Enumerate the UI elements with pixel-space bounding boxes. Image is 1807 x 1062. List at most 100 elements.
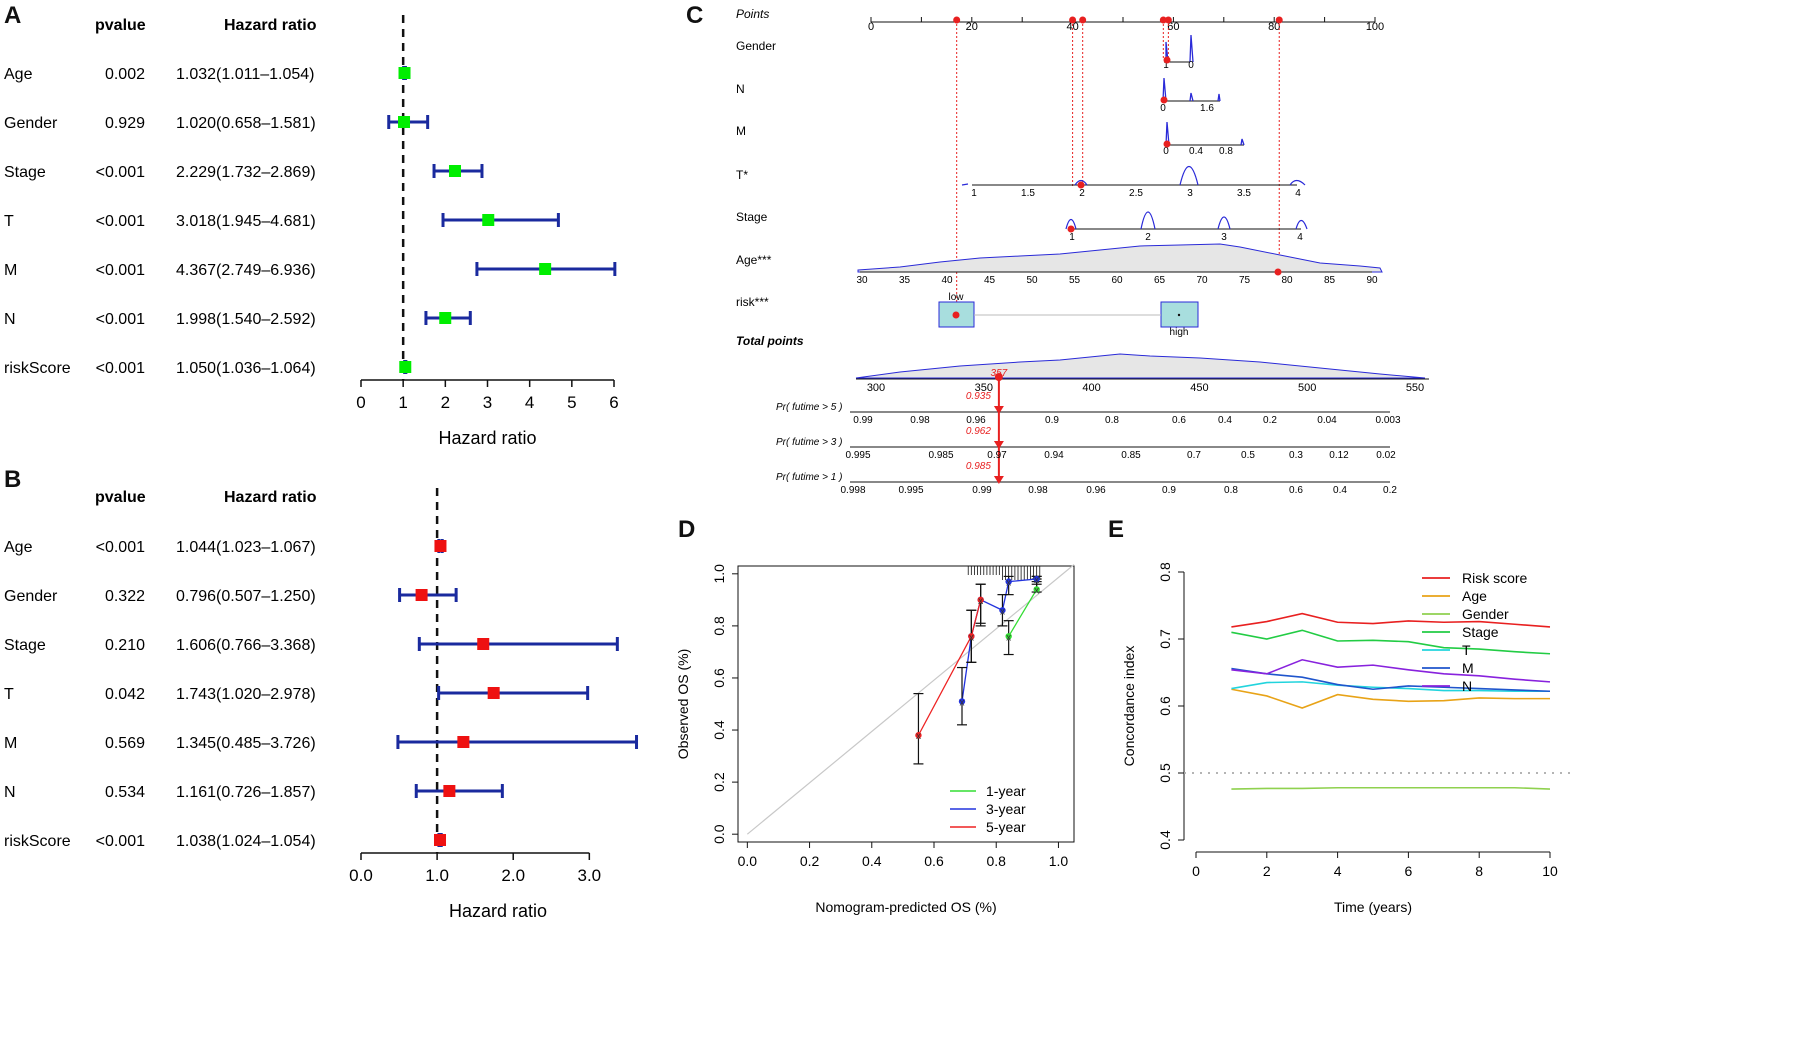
age-dot: [1274, 268, 1282, 276]
row-pvalue: <0.001: [96, 833, 145, 850]
calibration-marker: x: [1034, 575, 1039, 586]
x-tick-label: 1.0: [425, 866, 449, 885]
points-dot: [953, 16, 961, 24]
x-tick-label: 0: [1192, 863, 1200, 879]
m-tick: 0.4: [1189, 146, 1203, 157]
points-dot: [1275, 16, 1283, 24]
survival-label: Pr( futime > 3 ): [776, 437, 842, 448]
survival-tick: 0.96: [966, 415, 986, 426]
survival-tick: 0.4: [1333, 485, 1347, 496]
survival-tick: 0.6: [1172, 415, 1186, 426]
calibration-point: [968, 633, 975, 640]
ideal-line: [746, 564, 1075, 835]
x-tick-label: 0.6: [924, 853, 944, 869]
cindex-line: [1231, 658, 1551, 683]
x-tick-label: 0.2: [800, 853, 820, 869]
cindex-line: [1231, 629, 1551, 655]
stage-tick: 3: [1221, 232, 1227, 243]
x-tick-label: 8: [1475, 863, 1483, 879]
t-density: [961, 165, 1306, 186]
total-tick: 400: [1082, 382, 1100, 394]
calibration-point: [1033, 586, 1040, 593]
calibration-marker: x: [1006, 578, 1011, 589]
y-tick-label: 0.4: [711, 720, 727, 740]
row-pvalue: 0.929: [105, 115, 145, 132]
row-label: riskScore: [4, 833, 71, 850]
panel-letter-d: D: [678, 516, 696, 543]
row-label: riskScore: [4, 360, 71, 377]
x-tick-label: 2.0: [501, 866, 525, 885]
legend-label: T: [1462, 642, 1471, 658]
survival-tick: 0.98: [910, 415, 930, 426]
row-label: Age: [4, 539, 33, 556]
stage-tick: 4: [1297, 232, 1303, 243]
row-pvalue: <0.001: [96, 311, 145, 328]
survival-tick: 0.9: [1162, 485, 1176, 496]
y-tick-label: 1.0: [711, 564, 727, 584]
panel-letter-b: B: [4, 466, 22, 493]
x-tick-label: 4: [525, 393, 534, 412]
y-tick-label: 0.6: [1157, 696, 1173, 716]
survival-value: 0.985: [966, 461, 991, 472]
row-label: M: [4, 735, 17, 752]
variable-label: M: [736, 124, 746, 138]
y-tick-label: 0.2: [711, 772, 727, 792]
row-hr-text: 1.020(0.658–1.581): [176, 115, 316, 132]
row-label: Age: [4, 66, 33, 83]
t-tick: 1.5: [1021, 188, 1035, 199]
calibration-marker: x: [969, 632, 974, 643]
calibration-line: [961, 578, 1037, 702]
points-tick-label: 20: [966, 21, 978, 33]
survival-tick: 0.12: [1329, 450, 1349, 461]
t-tick: 2.5: [1129, 188, 1143, 199]
calibration-point: [999, 607, 1006, 614]
age-tick: 75: [1239, 275, 1251, 286]
survival-tick: 0.94: [1044, 450, 1064, 461]
calibration-marker: x: [1034, 585, 1039, 596]
total-tick: 350: [975, 382, 993, 394]
row-pvalue: <0.001: [96, 360, 145, 377]
variable-label: risk***: [736, 295, 769, 309]
total-tick: 300: [867, 382, 885, 394]
legend-label: Age: [1462, 588, 1487, 604]
hr-marker: [477, 638, 490, 650]
x-tick-label: 3.0: [578, 866, 602, 885]
calibration-point: [977, 596, 984, 604]
survival-tick: 0.04: [1317, 415, 1337, 426]
hr-marker: [482, 214, 495, 226]
calibration-point: [1005, 633, 1012, 640]
m-tick: 0: [1163, 146, 1169, 157]
survival-tick: 0.98: [1028, 485, 1048, 496]
hr-marker: [439, 312, 452, 324]
t-tick: 4: [1295, 188, 1301, 199]
y-tick-label: 0.7: [1157, 629, 1173, 649]
survival-arrow: [993, 476, 1004, 484]
hr-marker: [398, 116, 411, 128]
total-tick: 450: [1190, 382, 1208, 394]
survival-value: 0.935: [966, 391, 991, 402]
y-tick-label: 0.5: [1157, 763, 1173, 783]
row-label: Gender: [4, 588, 58, 605]
hr-marker: [398, 67, 411, 79]
survival-tick: 0.02: [1376, 450, 1396, 461]
hr-marker: [399, 361, 412, 373]
hr-marker: [539, 263, 552, 275]
row-hr-text: 1.050(1.036–1.064): [176, 360, 316, 377]
x-tick-label: 1.0: [1049, 853, 1069, 869]
calibration-marker: x: [916, 731, 921, 742]
cindex-line: [1231, 688, 1550, 709]
total-dot: [994, 373, 1003, 381]
x-tick-label: 6: [1405, 863, 1413, 879]
age-density: [857, 243, 1383, 273]
row-label: Stage: [4, 164, 46, 181]
survival-arrow: [993, 406, 1004, 414]
concordance-plot-e: 0.4 0.5 0.6 0.7 0.8 0 2 4 6 8 10 Time (years) Concor…: [1121, 562, 1570, 915]
stage-density: [1065, 211, 1308, 230]
row-hr-text: 1.038(1.024–1.054): [176, 833, 316, 850]
survival-tick: 0.003: [1375, 415, 1400, 426]
row-pvalue: 0.042: [105, 686, 145, 703]
row-label: N: [4, 784, 16, 801]
survival-tick: 0.2: [1383, 485, 1397, 496]
row-hr-text: 3.018(1.945–4.681): [176, 213, 316, 230]
x-tick-label: 0: [356, 393, 365, 412]
